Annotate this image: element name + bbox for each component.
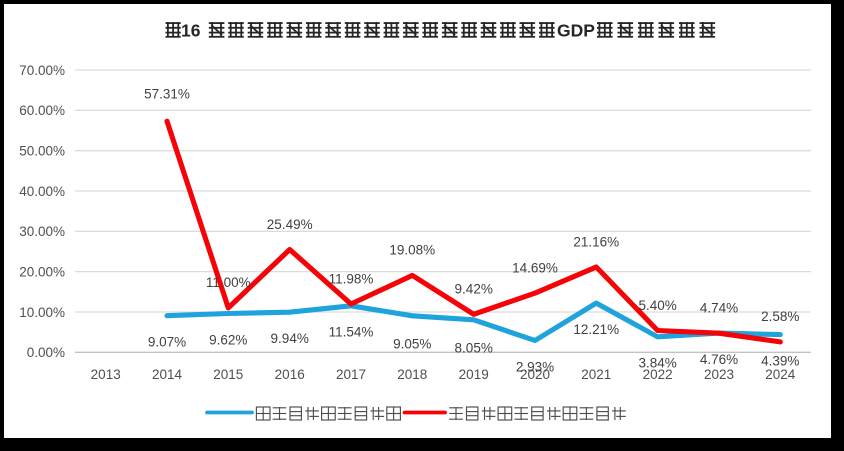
svg-text:2021: 2021 <box>581 367 611 382</box>
svg-text:9.05%: 9.05% <box>393 337 431 352</box>
svg-text:11.98%: 11.98% <box>329 271 374 286</box>
svg-text:2.93%: 2.93% <box>516 359 554 374</box>
svg-text:2016: 2016 <box>275 367 305 382</box>
svg-text:14.69%: 14.69% <box>512 260 558 275</box>
svg-text:16: 16 <box>181 21 201 41</box>
svg-text:20.00%: 20.00% <box>19 264 65 279</box>
svg-text:11.00%: 11.00% <box>206 275 251 290</box>
svg-text:11.54%: 11.54% <box>329 325 374 340</box>
svg-text:4.39%: 4.39% <box>761 353 799 368</box>
svg-text:9.62%: 9.62% <box>209 332 247 347</box>
svg-text:9.94%: 9.94% <box>271 331 309 346</box>
svg-text:9.42%: 9.42% <box>455 282 493 297</box>
svg-text:3.84%: 3.84% <box>638 356 676 371</box>
svg-text:2023: 2023 <box>704 367 734 382</box>
svg-text:12.21%: 12.21% <box>573 322 619 337</box>
svg-text:40.00%: 40.00% <box>19 184 65 199</box>
svg-text:2013: 2013 <box>91 367 121 382</box>
svg-text:4.74%: 4.74% <box>700 301 738 316</box>
svg-text:10.00%: 10.00% <box>19 305 65 320</box>
svg-text:60.00%: 60.00% <box>19 103 65 118</box>
svg-text:2017: 2017 <box>336 367 366 382</box>
svg-text:57.31%: 57.31% <box>144 87 190 102</box>
svg-text:GDP: GDP <box>557 21 595 41</box>
svg-text:2018: 2018 <box>397 367 427 382</box>
svg-text:2.58%: 2.58% <box>761 309 799 324</box>
svg-text:2020: 2020 <box>520 367 550 382</box>
svg-text:4.76%: 4.76% <box>700 352 738 367</box>
svg-text:30.00%: 30.00% <box>19 224 65 239</box>
svg-text:21.16%: 21.16% <box>573 234 619 249</box>
svg-text:0.00%: 0.00% <box>27 345 65 360</box>
svg-text:70.00%: 70.00% <box>19 63 65 78</box>
svg-text:2015: 2015 <box>213 367 243 382</box>
svg-text:25.49%: 25.49% <box>267 217 313 232</box>
svg-text:2024: 2024 <box>765 367 796 382</box>
svg-text:2019: 2019 <box>459 367 489 382</box>
svg-text:2022: 2022 <box>643 367 673 382</box>
svg-text:9.07%: 9.07% <box>148 335 186 350</box>
svg-text:50.00%: 50.00% <box>19 144 65 159</box>
svg-text:2014: 2014 <box>152 367 183 382</box>
svg-text:8.05%: 8.05% <box>455 341 493 356</box>
svg-text:5.40%: 5.40% <box>638 298 676 313</box>
svg-text:19.08%: 19.08% <box>389 243 435 258</box>
